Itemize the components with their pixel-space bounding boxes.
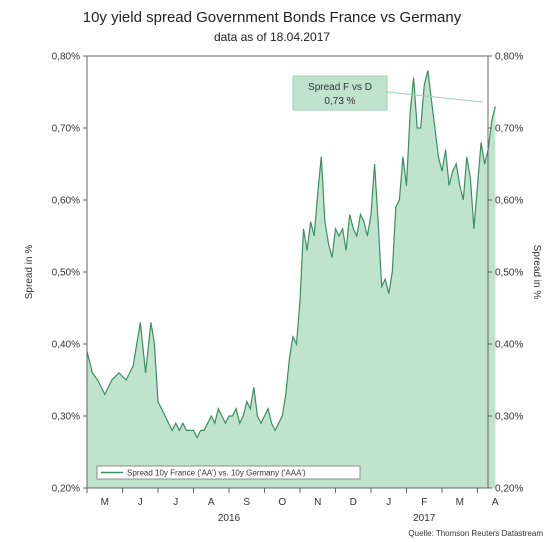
x-month-label: N bbox=[314, 497, 321, 508]
callout-box bbox=[292, 75, 388, 111]
plot-area bbox=[86, 55, 496, 489]
chart-subtitle: data as of 18.04.2017 bbox=[214, 30, 330, 44]
callout-line1: Spread F vs D bbox=[308, 82, 372, 93]
x-month-label: S bbox=[243, 497, 250, 508]
x-year-label: 2017 bbox=[413, 513, 436, 524]
y-tick-label-right: 0,40% bbox=[495, 340, 523, 351]
y-tick-label-left: 0,60% bbox=[52, 196, 80, 207]
y-tick-label-right: 0,60% bbox=[495, 196, 523, 207]
y-tick-label-left: 0,30% bbox=[52, 412, 80, 423]
spread-line bbox=[86, 70, 496, 439]
y-tick-label-left: 0,20% bbox=[52, 484, 80, 495]
legend-box bbox=[96, 465, 361, 480]
callout-leader-line bbox=[386, 91, 484, 103]
y-tick-label-left: 0,40% bbox=[52, 340, 80, 351]
y-axis-right: 0,20% 0,30% 0,40% 0,50% 0,60% 0,70% 0,80% bbox=[488, 52, 523, 495]
y-tick-label-right: 0,80% bbox=[495, 52, 523, 63]
x-month-label: A bbox=[492, 497, 499, 508]
y-tick-label-right: 0,50% bbox=[495, 268, 523, 279]
x-month-label: F bbox=[421, 497, 427, 508]
y-tick-label-left: 0,70% bbox=[52, 124, 80, 135]
y-axis-left: 0,20% 0,30% 0,40% 0,50% 0,60% 0,70% 0,80% bbox=[52, 52, 87, 495]
legend-entry: Spread 10y France ('AA') vs. 10y Germany… bbox=[127, 469, 306, 478]
y-axis-label-right: Spread in % bbox=[531, 245, 542, 300]
x-month-label: O bbox=[278, 497, 286, 508]
y-tick-label-right: 0,70% bbox=[495, 124, 523, 135]
x-month-label: M bbox=[456, 497, 464, 508]
y-tick-label-left: 0,80% bbox=[52, 52, 80, 63]
y-tick-label-right: 0,30% bbox=[495, 412, 523, 423]
x-month-label: J bbox=[173, 497, 178, 508]
y-axis-label-left: Spread in % bbox=[24, 245, 35, 300]
callout-line2: 0,73 % bbox=[324, 96, 355, 107]
x-month-label: J bbox=[386, 497, 391, 508]
y-tick-label-right: 0,20% bbox=[495, 484, 523, 495]
x-month-label: J bbox=[138, 497, 143, 508]
y-tick-label-left: 0,50% bbox=[52, 268, 80, 279]
x-month-label: D bbox=[350, 497, 357, 508]
x-year-label: 2016 bbox=[218, 513, 241, 524]
callout: Spread F vs D 0,73 % bbox=[292, 75, 484, 111]
chart-title: 10y yield spread Government Bonds France… bbox=[83, 9, 462, 26]
legend: Spread 10y France ('AA') vs. 10y Germany… bbox=[96, 465, 361, 480]
spread-area bbox=[87, 70, 496, 489]
x-month-label: A bbox=[208, 497, 215, 508]
source-note: Quelle: Thomson Reuters Datastream bbox=[408, 529, 543, 538]
x-month-label: M bbox=[101, 497, 109, 508]
